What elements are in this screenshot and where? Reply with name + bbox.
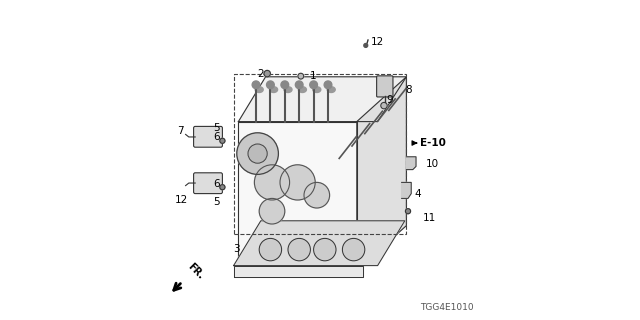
Circle shape — [342, 238, 365, 261]
Circle shape — [252, 81, 260, 89]
Text: 11: 11 — [423, 212, 436, 223]
Polygon shape — [357, 77, 406, 270]
Circle shape — [266, 81, 274, 89]
Text: E-10: E-10 — [420, 138, 446, 148]
Circle shape — [381, 102, 387, 109]
Ellipse shape — [298, 87, 307, 92]
Circle shape — [304, 182, 330, 208]
Text: TGG4E1010: TGG4E1010 — [420, 303, 474, 312]
FancyBboxPatch shape — [376, 76, 393, 97]
Circle shape — [314, 238, 336, 261]
Circle shape — [288, 238, 310, 261]
Polygon shape — [239, 122, 357, 270]
Circle shape — [364, 44, 367, 47]
Circle shape — [220, 185, 225, 190]
Text: 10: 10 — [426, 159, 440, 169]
Text: 5: 5 — [214, 196, 220, 207]
Text: 4: 4 — [415, 189, 421, 199]
Text: 12: 12 — [371, 37, 384, 47]
Circle shape — [310, 81, 317, 89]
Text: 2: 2 — [257, 68, 264, 79]
Text: 1: 1 — [310, 71, 316, 81]
Text: 3: 3 — [234, 244, 240, 254]
Ellipse shape — [269, 87, 278, 92]
Circle shape — [255, 165, 290, 200]
Text: 12: 12 — [175, 195, 188, 205]
Text: 9: 9 — [387, 95, 393, 105]
FancyBboxPatch shape — [193, 173, 223, 194]
Ellipse shape — [255, 87, 263, 92]
Circle shape — [237, 133, 278, 174]
Ellipse shape — [284, 87, 292, 92]
Circle shape — [298, 73, 304, 79]
Circle shape — [264, 70, 270, 77]
Text: FR.: FR. — [186, 262, 205, 282]
FancyBboxPatch shape — [193, 126, 223, 147]
Polygon shape — [234, 221, 405, 266]
Text: 5: 5 — [214, 123, 220, 133]
Ellipse shape — [327, 87, 335, 92]
Polygon shape — [239, 77, 406, 122]
Circle shape — [296, 81, 303, 89]
Ellipse shape — [313, 87, 321, 92]
Circle shape — [324, 81, 332, 89]
Polygon shape — [402, 182, 412, 198]
Text: 6: 6 — [214, 179, 220, 189]
Circle shape — [248, 144, 268, 163]
Circle shape — [281, 81, 289, 89]
Circle shape — [406, 209, 411, 214]
Circle shape — [259, 238, 282, 261]
Circle shape — [220, 138, 225, 143]
Polygon shape — [406, 157, 416, 170]
Circle shape — [280, 165, 316, 200]
Text: 8: 8 — [405, 85, 412, 95]
Circle shape — [259, 198, 285, 224]
Text: 7: 7 — [177, 126, 184, 136]
Text: 6: 6 — [214, 132, 220, 142]
Polygon shape — [234, 266, 364, 277]
